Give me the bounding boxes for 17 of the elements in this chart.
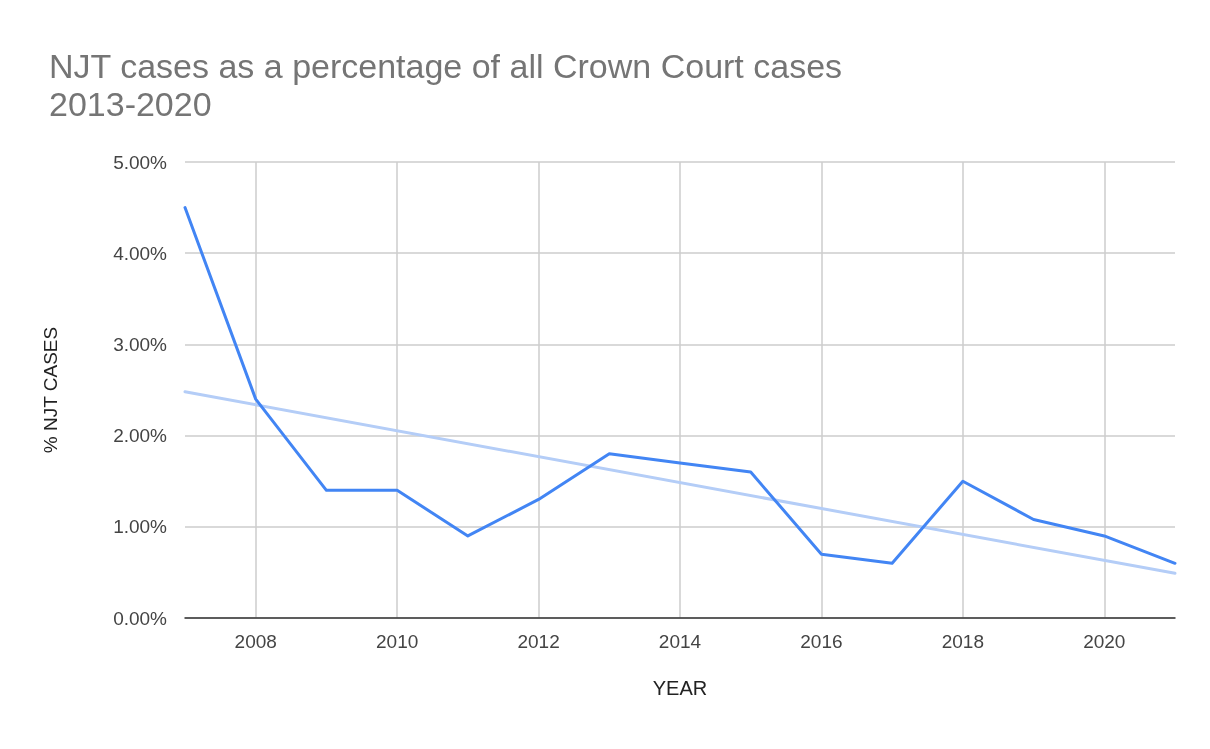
x-tick-label: 2008 [234, 631, 277, 652]
x-tick-label: 2014 [658, 631, 702, 652]
x-tick-label: 2010 [376, 631, 419, 652]
y-tick-label: 1.00% [113, 516, 168, 538]
x-axis-title: YEAR [652, 677, 708, 699]
y-tick-label: 5.00% [113, 151, 168, 173]
y-tick-label: 4.00% [113, 242, 168, 264]
chart-title: NJT cases as a percentage of all Crown Court cases 2013-2020 [49, 47, 843, 123]
x-tick-label: 2012 [517, 631, 560, 652]
line-series [183, 206, 1177, 565]
y-axis-title: % NJT CASES [40, 326, 61, 454]
x-tick-label: 2018 [941, 631, 984, 652]
x-tick-label: 2020 [1083, 631, 1126, 652]
x-tick-label: 2016 [800, 631, 843, 652]
y-tick-label: 2.00% [113, 425, 168, 447]
y-tick-label: 0.00% [113, 607, 168, 629]
y-tick-label: 3.00% [113, 333, 168, 355]
